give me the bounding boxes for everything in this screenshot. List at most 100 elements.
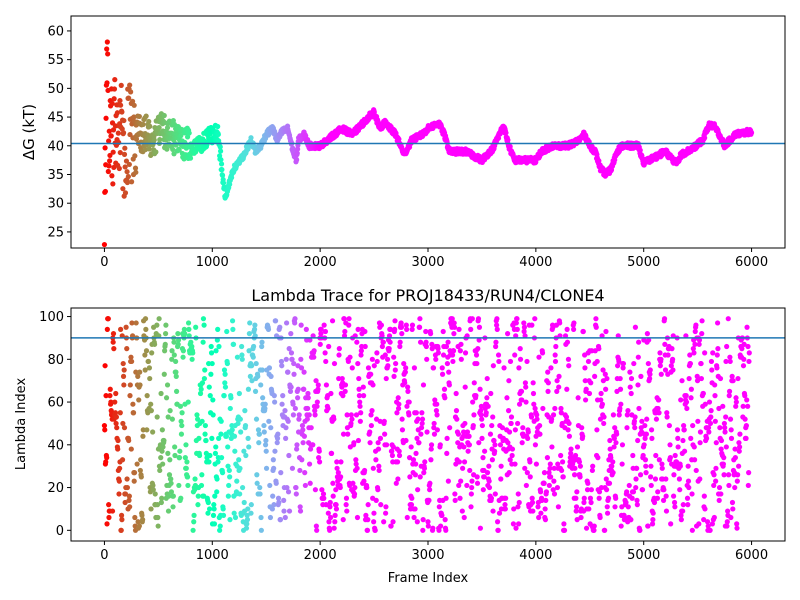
- bottom-data-point: [680, 502, 686, 508]
- bottom-data-point: [205, 499, 211, 506]
- bottom-data-point: [620, 365, 626, 371]
- bottom-data-point: [689, 491, 695, 497]
- bottom-data-point: [247, 373, 253, 379]
- bottom-data-point: [418, 431, 424, 437]
- bottom-data-point: [298, 365, 305, 371]
- bottom-data-point: [664, 410, 670, 416]
- bottom-data-point: [663, 476, 669, 482]
- bottom-data-point: [406, 399, 412, 405]
- bottom-data-point: [274, 435, 281, 441]
- bottom-data-point: [299, 422, 306, 429]
- bottom-data-point: [537, 431, 543, 437]
- bottom-data-point: [392, 326, 398, 332]
- bottom-data-point: [155, 523, 161, 529]
- bottom-data-point: [677, 463, 683, 469]
- top-data-point: [118, 82, 124, 88]
- bottom-data-point: [659, 465, 665, 471]
- x-tick-label: 2000: [304, 548, 337, 563]
- bottom-data-point: [479, 422, 485, 429]
- bottom-data-point: [464, 333, 470, 339]
- bottom-data-point: [258, 527, 264, 533]
- bottom-data-point: [619, 461, 625, 467]
- bottom-data-point: [470, 399, 476, 405]
- bottom-data-point: [258, 514, 264, 521]
- bottom-data-point: [279, 401, 285, 407]
- bottom-data-point: [499, 425, 506, 431]
- bottom-data-point: [258, 382, 264, 388]
- bottom-data-point: [601, 414, 607, 420]
- bottom-data-point: [128, 354, 134, 360]
- bottom-data-point: [127, 393, 133, 399]
- bottom-data-point: [184, 459, 190, 465]
- bottom-data-point: [456, 459, 462, 465]
- bottom-data-point: [356, 393, 362, 399]
- top-data-point: [116, 165, 122, 172]
- bottom-data-point: [325, 510, 331, 516]
- bottom-data-point: [252, 388, 259, 394]
- bottom-data-point: [234, 478, 240, 484]
- top-data-point: [295, 146, 301, 152]
- bottom-data-point: [634, 465, 640, 471]
- bottom-data-point: [650, 517, 656, 523]
- bottom-data-point: [335, 470, 341, 476]
- bottom-data-point: [514, 316, 520, 322]
- bottom-data-point: [633, 476, 639, 482]
- bottom-data-point: [246, 331, 252, 337]
- bottom-data-point: [608, 455, 614, 461]
- bottom-data-point: [451, 324, 458, 330]
- bottom-data-point: [645, 360, 651, 367]
- bottom-data-point: [379, 333, 385, 339]
- top-data-point: [120, 186, 126, 192]
- bottom-data-point: [304, 416, 310, 422]
- bottom-data-point: [451, 320, 457, 326]
- bottom-data-point: [524, 470, 530, 476]
- bottom-data-point: [358, 348, 364, 354]
- bottom-data-point: [624, 412, 630, 418]
- top-data-point: [104, 80, 110, 86]
- bottom-data-point: [532, 442, 539, 448]
- bottom-data-point: [523, 384, 529, 390]
- bottom-data-point: [704, 519, 711, 525]
- bottom-data-point: [297, 504, 303, 510]
- bottom-data-point: [603, 386, 609, 392]
- bottom-data-point: [123, 324, 129, 330]
- bottom-data-point: [285, 489, 292, 495]
- bottom-data-point: [726, 393, 732, 399]
- top-y-axis-label: ΔG (kT): [20, 104, 38, 160]
- bottom-data-point: [292, 405, 298, 412]
- bottom-data-point: [631, 418, 638, 424]
- bottom-data-point: [177, 448, 183, 454]
- bottom-data-point: [654, 495, 661, 501]
- bottom-data-point: [389, 452, 396, 459]
- bottom-data-point: [231, 510, 237, 516]
- bottom-data-point: [451, 331, 457, 337]
- bottom-data-point: [702, 401, 708, 407]
- bottom-data-point: [442, 517, 448, 523]
- top-data-point: [219, 172, 226, 178]
- bottom-data-point: [552, 358, 559, 365]
- bottom-data-point: [419, 420, 425, 427]
- top-data-point: [110, 181, 116, 187]
- top-data-point: [147, 123, 153, 129]
- bottom-data-point: [436, 527, 442, 533]
- bottom-data-point: [110, 331, 117, 337]
- bottom-data-point: [723, 358, 729, 365]
- bottom-data-point: [393, 360, 399, 367]
- bottom-data-point: [513, 333, 519, 339]
- bottom-data-point: [390, 444, 396, 450]
- bottom-data-point: [216, 343, 222, 350]
- bottom-data-point: [420, 382, 427, 388]
- bottom-data-point: [560, 459, 566, 465]
- bottom-data-point: [735, 472, 741, 478]
- bottom-data-point: [713, 440, 719, 446]
- bottom-data-point: [685, 478, 692, 484]
- bottom-data-point: [370, 382, 376, 388]
- bottom-data-point: [727, 354, 733, 360]
- top-data-point: [217, 148, 224, 154]
- bottom-data-point: [492, 448, 498, 454]
- bottom-data-point: [495, 352, 502, 358]
- bottom-data-point: [364, 527, 371, 533]
- bottom-data-point: [711, 472, 717, 478]
- bottom-data-point: [407, 474, 413, 480]
